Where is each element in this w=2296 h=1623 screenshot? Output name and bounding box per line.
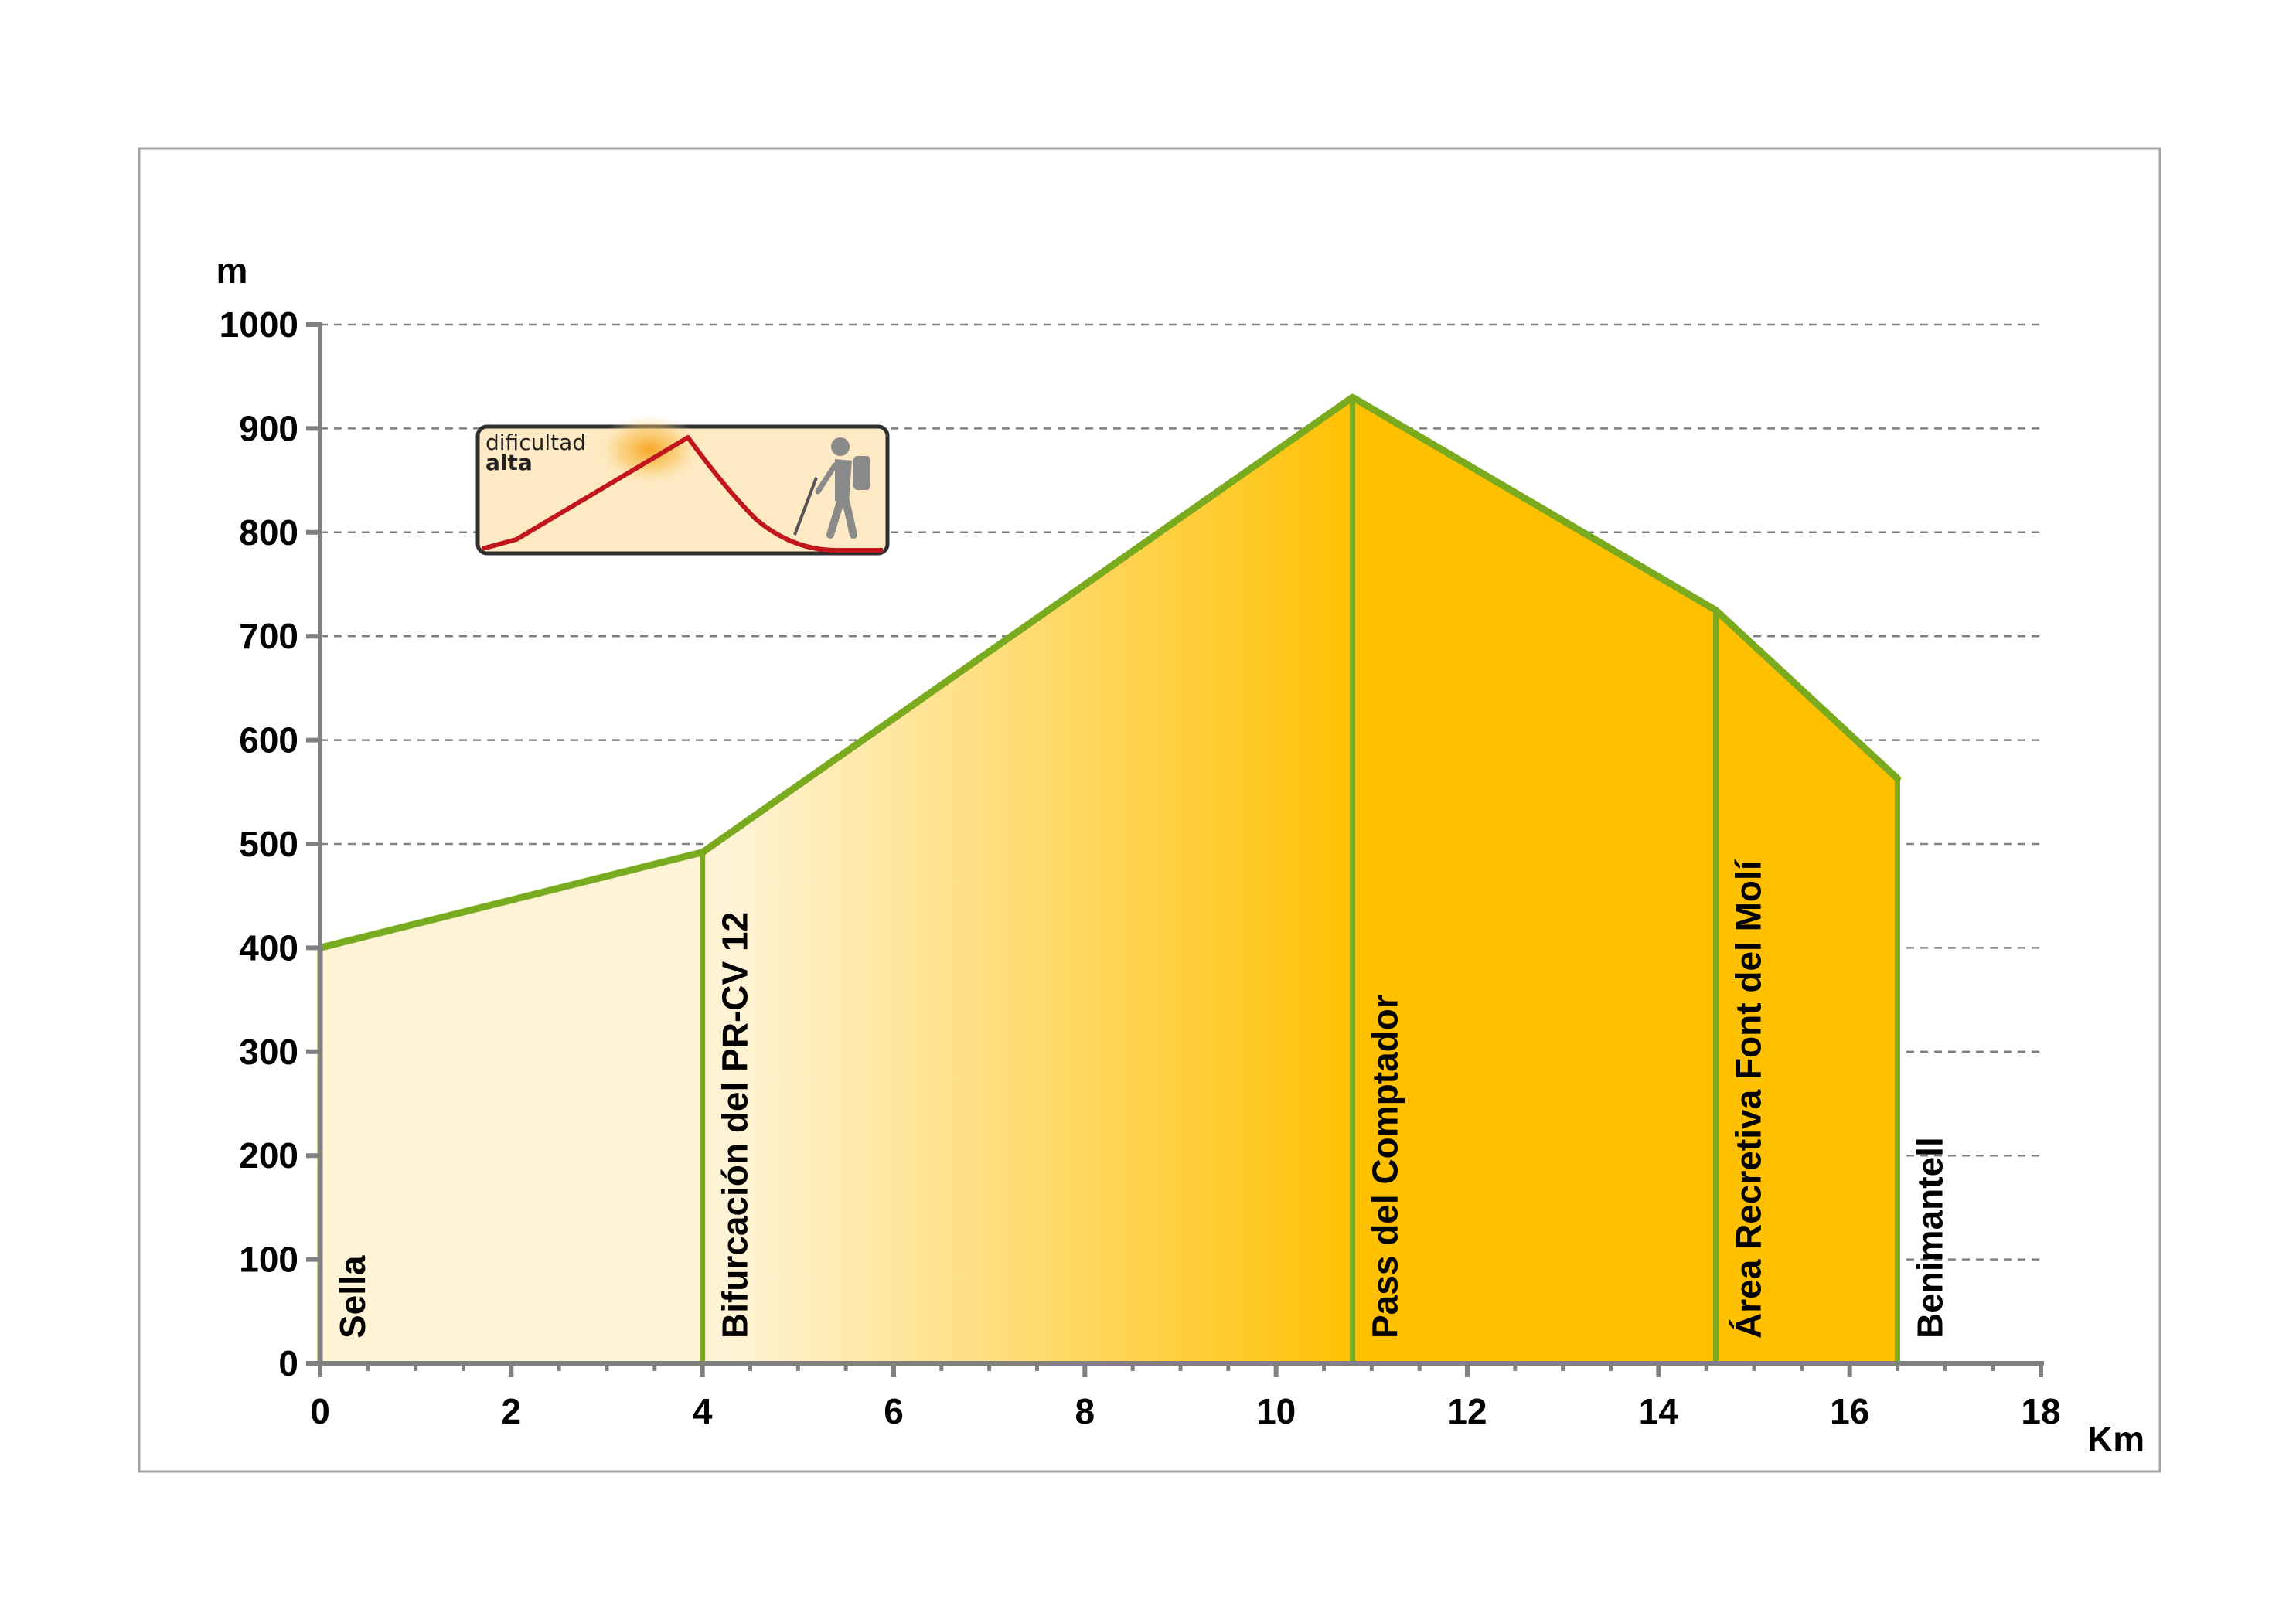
- y-tick-label: 800: [239, 512, 298, 553]
- y-tick-label: 900: [239, 408, 298, 448]
- y-tick-label: 700: [239, 616, 298, 656]
- elevation-area: [320, 397, 1898, 1363]
- y-tick-label: 500: [239, 824, 298, 864]
- y-axis-title: m: [216, 250, 248, 291]
- axis-layer: 0 100 200 300 400 500 600 700 800 900 1000 0 2 4 6 8 10 1…: [220, 305, 2061, 1431]
- mountain-profile-icon: [482, 435, 883, 553]
- x-tick-label: 6: [884, 1391, 904, 1431]
- x-tick-label: 4: [693, 1391, 713, 1431]
- x-axis-title: Km: [2087, 1419, 2144, 1459]
- waypoint-label: Pass del Comptador: [1365, 995, 1405, 1339]
- x-tick-label: 16: [1830, 1391, 1869, 1431]
- area-layer: [316, 393, 1901, 1363]
- y-tick-label: 400: [239, 927, 298, 968]
- y-tick-label: 200: [239, 1135, 298, 1176]
- badge-difficulty-label: dificultad: [485, 430, 586, 455]
- y-tick-label: 100: [239, 1240, 298, 1280]
- hiker-icon: [793, 437, 870, 539]
- x-tick-label: 8: [1075, 1391, 1095, 1431]
- label-layer: Sella Bifurcación del PR-CV 12 Pass del Co…: [332, 859, 1950, 1339]
- sun-icon: [597, 414, 702, 485]
- x-tick-label: 12: [1447, 1391, 1487, 1431]
- y-tick-label: 600: [239, 720, 298, 760]
- x-tick-label: 10: [1256, 1391, 1296, 1431]
- elevation-line: [316, 393, 1901, 951]
- x-tick-label: 14: [1639, 1391, 1679, 1431]
- badge-difficulty-level: alta: [485, 450, 533, 475]
- y-tick-label: 1000: [220, 305, 298, 345]
- y-tick-label: 0: [278, 1343, 298, 1383]
- waypoint-label: Bifurcación del PR-CV 12: [715, 912, 755, 1339]
- difficulty-badge: dificultad alta: [475, 414, 890, 556]
- x-tick-label: 2: [502, 1391, 522, 1431]
- y-tick-label: 300: [239, 1032, 298, 1072]
- waypoint-label: Sella: [332, 1255, 373, 1339]
- waypoint-label: Benimantell: [1910, 1137, 1950, 1339]
- waypoint-label: Área Recretiva Font del Molí: [1729, 859, 1769, 1339]
- x-tick-label: 0: [310, 1391, 330, 1431]
- x-tick-label: 18: [2021, 1391, 2060, 1431]
